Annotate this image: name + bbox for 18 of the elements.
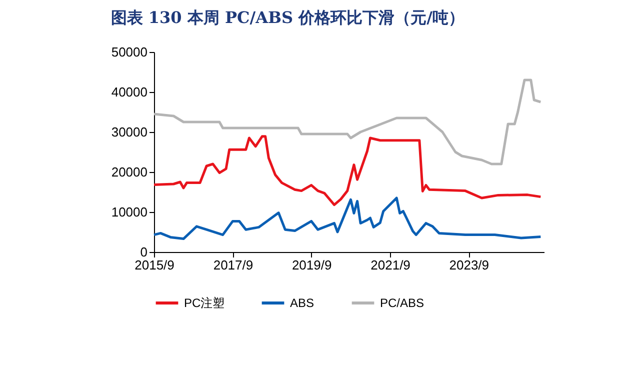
line-series — [152, 196, 542, 240]
x-tick-label: 2015/9 — [134, 258, 174, 272]
y-tick-label: 10000 — [111, 204, 148, 220]
legend-label: PC注塑 — [184, 296, 225, 310]
chart-title: 图表 130 本周 PC/ABS 价格环比下滑（元/吨） — [110, 8, 464, 27]
x-tick-label: 2023/9 — [449, 258, 490, 272]
y-tick-label: 0 — [140, 244, 148, 260]
legend-label: PC/ABS — [380, 296, 424, 310]
x-tick-label: 2017/9 — [213, 258, 254, 272]
y-tick-label: 20000 — [111, 164, 148, 180]
legend-label: ABS — [290, 296, 314, 310]
y-tick-label: 50000 — [111, 44, 148, 60]
line-series — [152, 135, 542, 206]
line-series — [152, 78, 542, 166]
y-tick-label: 30000 — [111, 124, 148, 140]
x-tick-label: 2021/9 — [370, 258, 410, 272]
y-tick-label: 40000 — [111, 84, 148, 100]
x-tick-label: 2019/9 — [292, 258, 332, 272]
